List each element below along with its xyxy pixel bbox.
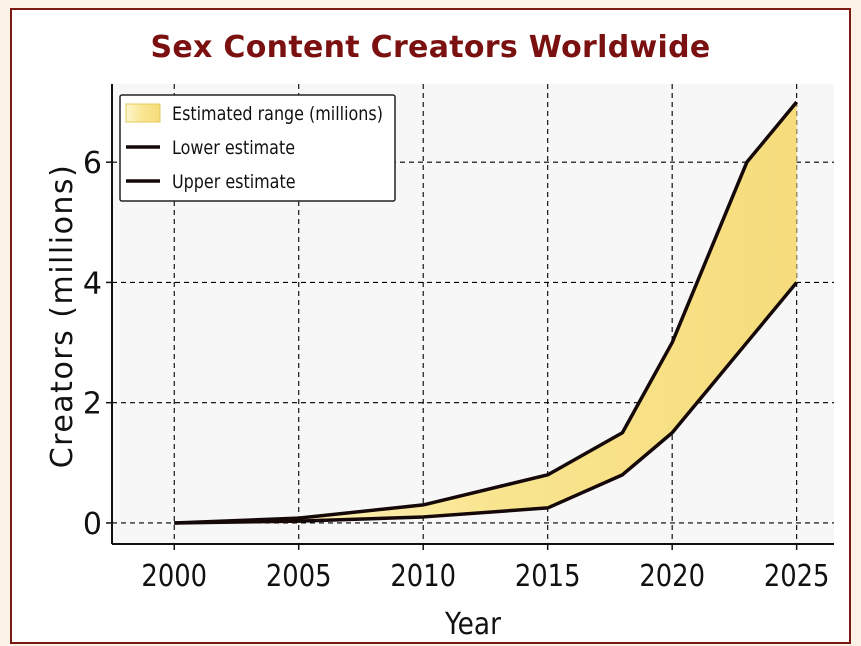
y-tick-label-0: 0 bbox=[83, 507, 102, 542]
tick-labels: 2000 2005 2010 2015 2020 2025 0 2 4 6 bbox=[83, 146, 830, 593]
x-tick-label-2010: 2010 bbox=[390, 558, 456, 593]
series-lines bbox=[174, 100, 799, 525]
y-tick-label-4: 4 bbox=[83, 266, 102, 301]
range-fill bbox=[174, 102, 797, 523]
legend-label-upper: Upper estimate bbox=[172, 172, 296, 194]
x-tick-label-2025: 2025 bbox=[764, 558, 830, 593]
range-area bbox=[174, 102, 797, 523]
x-tick-label-2015: 2015 bbox=[515, 558, 581, 593]
y-axis-label: Creators (millions) bbox=[45, 164, 80, 469]
legend-label-range: Estimated range (millions) bbox=[172, 104, 383, 126]
axes bbox=[106, 84, 834, 550]
series-line-upper bbox=[174, 100, 799, 525]
legend-box bbox=[119, 94, 396, 202]
x-tick-label-2000: 2000 bbox=[141, 558, 207, 593]
x-axis-label: Year bbox=[444, 606, 501, 641]
y-tick-label-2: 2 bbox=[83, 387, 102, 422]
chart-title: Sex Content Creators Worldwide bbox=[150, 30, 711, 65]
legend-label-lower: Lower estimate bbox=[172, 138, 295, 160]
y-tick-label-6: 6 bbox=[83, 146, 102, 181]
x-tick-label-2020: 2020 bbox=[639, 558, 705, 593]
series-line-lower bbox=[174, 281, 799, 525]
legend-swatch-range bbox=[125, 103, 161, 123]
legend: Estimated range (millions) Lower estimat… bbox=[119, 94, 396, 202]
x-tick-label-2005: 2005 bbox=[266, 558, 332, 593]
